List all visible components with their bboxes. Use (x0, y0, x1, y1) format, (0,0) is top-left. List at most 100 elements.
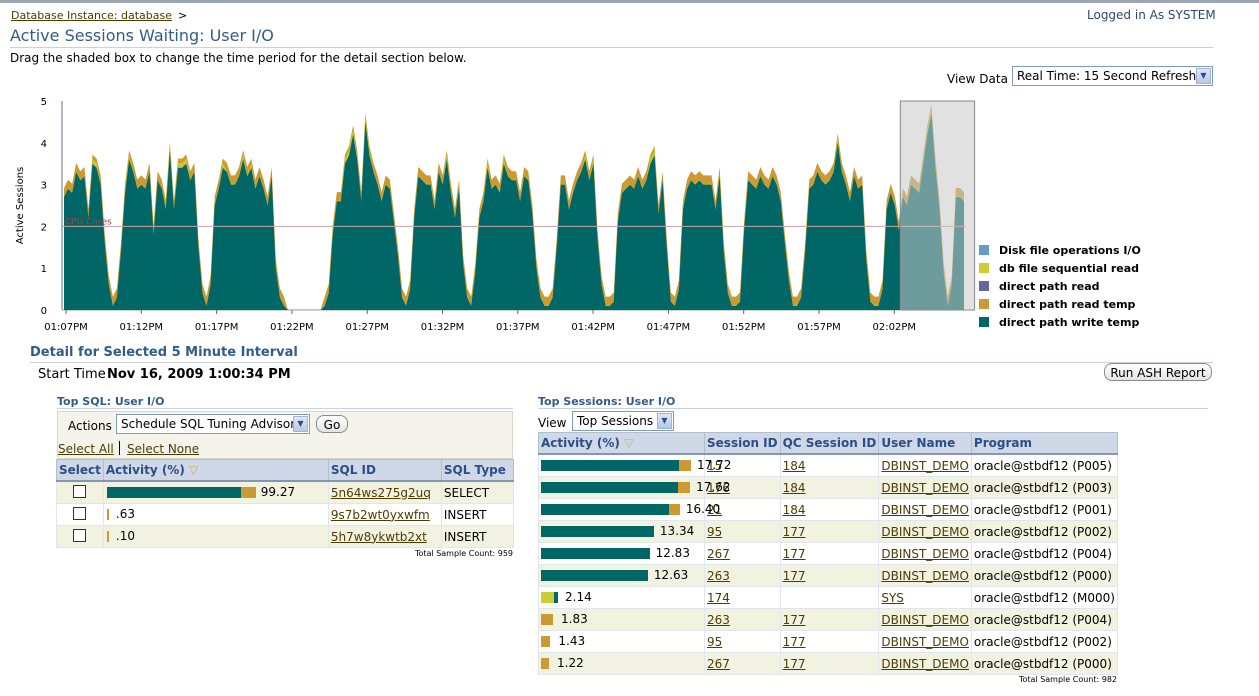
breadcrumb-separator: > (177, 9, 188, 22)
active-sessions-chart: 0 1 2 3 4 5 Active Sessions 01:07PM 01:12PM 01:17… (0, 90, 1259, 340)
x-tick-label: 01:32PM (421, 322, 464, 333)
activity-cell: 13.34 (537, 520, 706, 543)
x-tick-label: 01:37PM (496, 322, 539, 333)
col-activity[interactable]: Activity (%) ▽ (537, 432, 706, 455)
row-checkbox[interactable] (73, 484, 87, 498)
user-name-link[interactable]: DBINST_DEMO (881, 634, 969, 649)
page-title: Active Sessions Waiting: User I/O (10, 26, 274, 45)
select-none-link[interactable]: Select None (127, 442, 200, 456)
user-name-link[interactable]: DBINST_DEMO (881, 458, 969, 473)
run-ash-report-button[interactable]: Run ASH Report (1104, 363, 1212, 381)
sort-desc-icon: ▽ (624, 436, 634, 450)
session-id-link[interactable]: 267 (707, 546, 730, 561)
col-qc-session-id[interactable]: QC Session ID (779, 432, 880, 455)
col-activity[interactable]: Activity (%) ▽ (102, 459, 329, 482)
user-name-link[interactable]: DBINST_DEMO (881, 480, 969, 495)
legend-swatch (979, 263, 989, 273)
sessions-view-select[interactable]: Top Sessions ▼ (572, 411, 674, 431)
activity-cell: 17.72 (537, 453, 731, 477)
actions-select[interactable]: Schedule SQL Tuning Advisor ▼ (116, 414, 310, 434)
activity-cell: 1.83 (537, 608, 706, 631)
qc-session-id-cell: 184 (779, 453, 880, 477)
user-name-link[interactable]: DBINST_DEMO (881, 656, 969, 671)
activity-bar (541, 504, 669, 515)
user-name-link[interactable]: DBINST_DEMO (881, 546, 969, 561)
y-axis-label: Active Sessions (15, 167, 26, 244)
row-checkbox[interactable] (73, 528, 87, 542)
row-checkbox[interactable] (73, 506, 87, 520)
col-sql-id[interactable]: SQL ID (327, 459, 442, 482)
session-id-cell: 267 (704, 652, 781, 675)
user-name-cell: SYS (878, 586, 972, 609)
table-row: 17.72 15 184 DBINST_DEMO oracle@stbdf12 (P00… (537, 453, 1119, 477)
x-tick-label: 01:17PM (195, 322, 238, 333)
sql-id-link[interactable]: 5h7w8ykwtb2xt (330, 529, 427, 544)
col-program[interactable]: Program (970, 432, 1119, 455)
legend-swatch (979, 317, 989, 327)
x-tick-label: 02:02PM (873, 322, 916, 333)
y-tick-label: 2 (41, 222, 47, 233)
legend-swatch (979, 299, 989, 309)
table-row: 12.63 263 177 DBINST_DEMO oracle@stbdf12 (P0… (537, 564, 1119, 587)
qc-session-id-link[interactable]: 184 (782, 502, 806, 517)
user-name-link[interactable]: DBINST_DEMO (881, 502, 969, 517)
col-sql-type[interactable]: SQL Type (440, 459, 515, 482)
activity-value: 17.72 (697, 458, 732, 472)
user-name-link[interactable]: DBINST_DEMO (881, 524, 969, 539)
cpu-cores-label: CPU Cores (65, 217, 112, 227)
session-id-link[interactable]: 174 (707, 590, 730, 605)
qc-session-id-link[interactable]: 177 (782, 524, 806, 539)
sql-type-cell: SELECT (440, 480, 515, 504)
col-session-id[interactable]: Session ID (704, 432, 781, 455)
qc-session-id-link[interactable]: 177 (782, 612, 806, 627)
area-direct-path-write-temp (64, 113, 964, 310)
activity-value: 99.27 (260, 485, 296, 499)
user-name-link[interactable]: DBINST_DEMO (881, 612, 969, 627)
activity-cell: .10 (102, 525, 329, 548)
sql-id-cell: 5h7w8ykwtb2xt (327, 525, 442, 548)
activity-value: 13.34 (659, 524, 695, 538)
session-id-link[interactable]: 21 (707, 502, 723, 517)
session-id-link[interactable]: 95 (707, 524, 723, 539)
select-cell (56, 480, 104, 504)
table-row: 1.22 267 177 DBINST_DEMO oracle@stbdf12 (P00… (537, 652, 1119, 675)
session-id-link[interactable]: 263 (707, 568, 730, 583)
user-name-cell: DBINST_DEMO (878, 564, 972, 587)
sql-id-link[interactable]: 9s7b2wt0yxwfm (330, 507, 430, 522)
session-id-link[interactable]: 263 (707, 612, 730, 627)
qc-session-id-cell: 177 (779, 520, 880, 543)
user-name-link[interactable]: SYS (881, 590, 904, 605)
qc-session-id-link[interactable]: 184 (782, 458, 806, 473)
activity-bar (541, 548, 650, 559)
sessions-view-value: Top Sessions (577, 414, 654, 428)
session-id-cell: 267 (704, 542, 781, 565)
program-cell: oracle@stbdf12 (P002) (970, 520, 1119, 543)
qc-session-id-link[interactable]: 177 (782, 568, 806, 583)
session-id-link[interactable]: 267 (707, 656, 730, 671)
select-all-link[interactable]: Select All (58, 442, 114, 456)
breadcrumb-link[interactable]: Database Instance: database (11, 9, 172, 22)
user-name-cell: DBINST_DEMO (878, 476, 972, 499)
sql-id-link[interactable]: 5n64ws275g2uq (330, 485, 431, 500)
activity-bar (541, 570, 648, 581)
session-id-cell: 263 (704, 608, 781, 631)
qc-session-id-link[interactable]: 177 (782, 656, 806, 671)
col-user-name[interactable]: User Name (878, 432, 972, 455)
selection-box[interactable] (899, 100, 976, 311)
activity-bar (541, 592, 554, 603)
user-name-link[interactable]: DBINST_DEMO (881, 568, 969, 583)
session-id-link[interactable]: 15 (707, 458, 723, 473)
go-button[interactable]: Go (316, 415, 348, 433)
col-select: Select (56, 459, 104, 482)
qc-session-id-link[interactable]: 177 (782, 546, 806, 561)
qc-session-id-link[interactable]: 184 (782, 480, 806, 495)
program-cell: oracle@stbdf12 (P004) (970, 608, 1119, 631)
session-id-link[interactable]: 95 (707, 634, 723, 649)
top-sql-divider (57, 408, 513, 409)
qc-session-id-link[interactable]: 177 (782, 634, 806, 649)
page-instructions: Drag the shaded box to change the time p… (10, 51, 467, 65)
session-id-link[interactable]: 176 (707, 480, 730, 495)
y-tick-label: 1 (41, 264, 47, 275)
activity-bar (541, 658, 549, 669)
view-data-select[interactable]: Real Time: 15 Second Refresh ▼ (1012, 66, 1213, 86)
